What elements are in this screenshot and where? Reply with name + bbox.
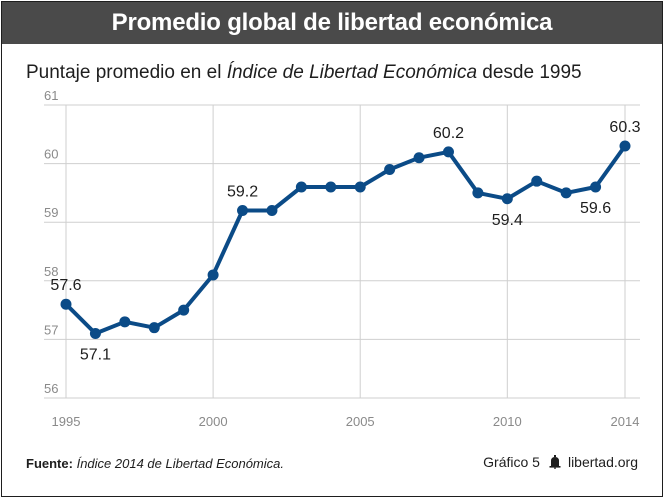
data-point — [590, 181, 602, 193]
data-point — [354, 181, 366, 193]
chart-subtitle: Puntaje promedio en el Índice de Liberta… — [26, 62, 582, 84]
figure-credit: Gráfico 5 libertad.org — [483, 454, 638, 470]
data-label: 57.1 — [80, 347, 111, 364]
data-point — [266, 204, 278, 216]
data-label: 60.2 — [433, 125, 464, 142]
subtitle-start: Puntaje promedio en el — [26, 62, 227, 83]
data-point — [295, 181, 307, 193]
y-tick-label: 60 — [44, 147, 58, 162]
data-point — [384, 163, 396, 175]
data-label: 59.4 — [492, 212, 523, 229]
data-point — [119, 316, 131, 328]
y-tick-label: 56 — [44, 381, 58, 396]
source-label: Fuente: — [26, 456, 73, 471]
data-point — [442, 146, 454, 158]
data-point — [325, 181, 337, 193]
subtitle-index-name: Índice de Libertad Económica — [226, 62, 478, 83]
data-point — [413, 152, 425, 164]
data-label: 57.6 — [50, 277, 81, 294]
data-point — [148, 322, 160, 334]
source-note: Fuente: Índice 2014 de Libertad Económic… — [26, 456, 284, 471]
figure-label: Gráfico 5 — [483, 454, 540, 470]
x-tick-label: 2010 — [493, 414, 522, 429]
source-text: Índice 2014 de Libertad Económica. — [76, 456, 284, 471]
x-tick-label: 2005 — [346, 414, 375, 429]
data-point — [178, 304, 190, 316]
chart-header: Promedio global de libertad económica — [2, 2, 662, 44]
data-label: 59.6 — [580, 200, 611, 217]
y-tick-label: 59 — [44, 205, 58, 220]
y-tick-label: 58 — [44, 264, 58, 279]
data-label: 60.3 — [609, 119, 640, 136]
subtitle-end: desde 1995 — [477, 62, 582, 83]
data-point — [472, 187, 484, 199]
data-point — [619, 140, 631, 152]
series-line — [64, 144, 627, 336]
data-label: 59.2 — [227, 183, 258, 200]
data-point — [501, 193, 513, 205]
data-point — [237, 204, 249, 216]
data-point — [207, 269, 219, 281]
chart-title: Promedio global de libertad económica — [111, 9, 553, 36]
bell-icon — [549, 455, 561, 469]
data-point — [60, 298, 72, 310]
x-tick-label: 2014 — [611, 414, 640, 429]
data-point — [531, 175, 543, 187]
x-tick-label: 1995 — [52, 414, 81, 429]
data-point — [89, 328, 101, 340]
site-name: libertad.org — [567, 454, 638, 470]
x-tick-label: 2000 — [199, 414, 228, 429]
y-tick-label: 57 — [44, 322, 58, 337]
data-point — [560, 187, 572, 199]
y-tick-label: 61 — [44, 88, 58, 103]
